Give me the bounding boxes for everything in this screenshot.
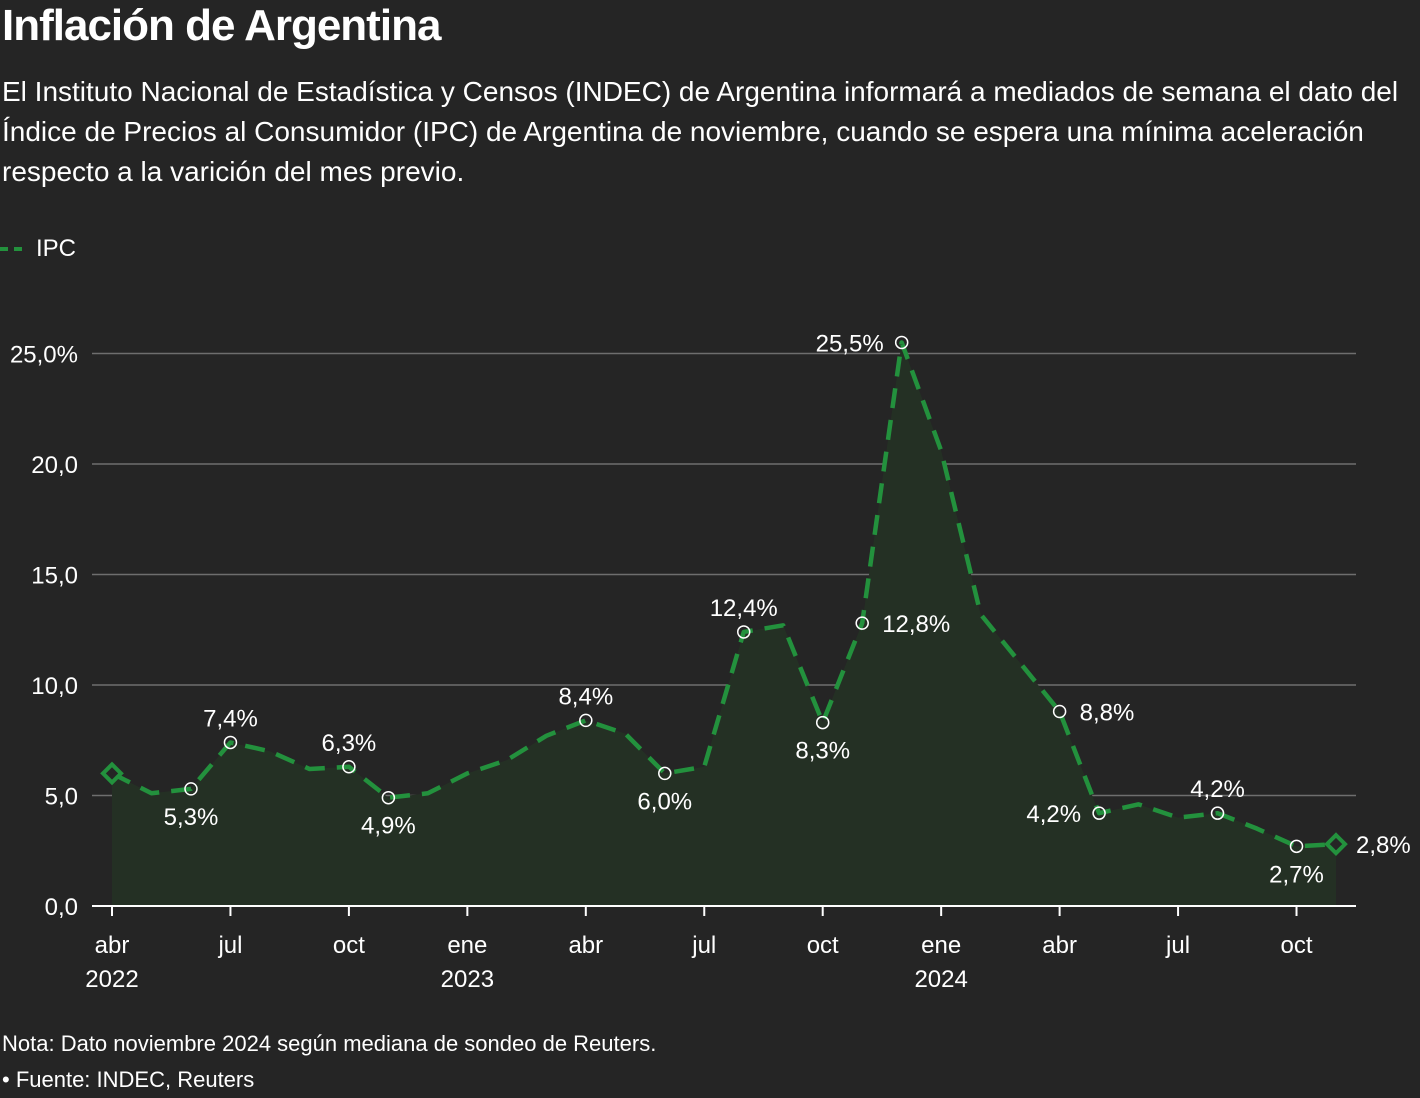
legend: IPC [0, 234, 76, 264]
data-point-marker [736, 625, 751, 639]
y-tick-label: 25,0% [10, 342, 78, 369]
x-tick-label-year: 2023 [441, 966, 494, 993]
diamond-marker [1324, 832, 1348, 856]
data-point-marker [1092, 806, 1106, 820]
series-ipc [110, 340, 1337, 849]
chart-title: Inflación de Argentina [2, 1, 441, 50]
data-label: 2,7% [1269, 861, 1324, 888]
series-line-ipc [110, 340, 1337, 849]
x-tick-label-month: ene [921, 932, 961, 959]
legend-swatch-ipc [0, 247, 22, 251]
data-points [100, 335, 1348, 856]
data-point-marker [184, 782, 198, 796]
data-label: 8,4% [558, 683, 613, 710]
data-point-marker [815, 715, 830, 730]
x-tick-label-month: ene [447, 932, 487, 959]
data-point-marker [579, 713, 593, 728]
y-axis-tick-labels: 0,0 5,0 10,0 15,0 20,0 25,0% [10, 342, 78, 922]
x-axis: abr 2022 jul oct ene 2023 abr jul oct ene 2024 abr j… [85, 905, 1356, 993]
x-tick-label-month: abr [568, 932, 603, 959]
chart-source: • Fuente: INDEC, Reuters [2, 1067, 255, 1092]
data-point-marker [381, 790, 396, 805]
legend-label-ipc: IPC [36, 235, 77, 262]
data-point-marker [223, 735, 238, 750]
x-tick-label-month: oct [1281, 932, 1313, 959]
area-path [112, 342, 1336, 906]
x-tick-label-month: jul [217, 932, 242, 959]
y-tick-label: 0,0 [45, 894, 78, 921]
data-label: 5,3% [164, 804, 219, 831]
y-tick-label: 20,0 [31, 452, 78, 479]
data-label: 4,2% [1026, 801, 1081, 828]
data-label: 6,0% [637, 788, 692, 815]
x-tick-label-month: jul [691, 932, 716, 959]
data-label: 8,3% [795, 738, 850, 765]
data-label: 2,8% [1356, 832, 1411, 859]
chart-subtitle: El Instituto Nacional de Estadística y C… [2, 76, 1399, 187]
data-label: 12,8% [882, 611, 950, 638]
data-point-marker [1289, 839, 1304, 854]
data-label: 4,9% [361, 813, 416, 840]
data-point-marker [1052, 704, 1067, 719]
diamond-marker [100, 761, 124, 786]
data-point-marker [342, 760, 356, 774]
data-label: 6,3% [322, 730, 377, 757]
area-fill [112, 342, 1336, 906]
chart-note: Nota: Dato noviembre 2024 según mediana … [2, 1031, 657, 1056]
data-point-marker [658, 766, 672, 781]
data-label: 4,2% [1190, 776, 1245, 803]
x-tick-label-month: oct [333, 932, 365, 959]
x-tick-label-year: 2022 [85, 966, 138, 993]
data-label: 12,4% [710, 595, 778, 622]
data-point-marker [1210, 806, 1225, 820]
data-label: 25,5% [816, 330, 884, 357]
y-tick-label: 10,0 [31, 673, 78, 700]
y-tick-label: 5,0 [45, 784, 78, 811]
x-tick-label-month: jul [1165, 932, 1190, 959]
x-tick-label-month: oct [807, 932, 839, 959]
data-labels: 5,3% 7,4% 6,3% 4,9% 8,4% 6,0% 12,4% 8,3% 12,8% 25… [164, 330, 1411, 888]
data-label: 7,4% [203, 705, 258, 732]
x-tick-label-year: 2024 [914, 966, 967, 993]
x-tick-label-month: abr [95, 932, 130, 959]
data-point-marker [855, 616, 869, 630]
x-tick-label-month: abr [1042, 932, 1077, 959]
data-label: 8,8% [1080, 700, 1135, 727]
y-tick-label: 15,0 [31, 563, 78, 590]
data-point-marker [894, 335, 909, 350]
